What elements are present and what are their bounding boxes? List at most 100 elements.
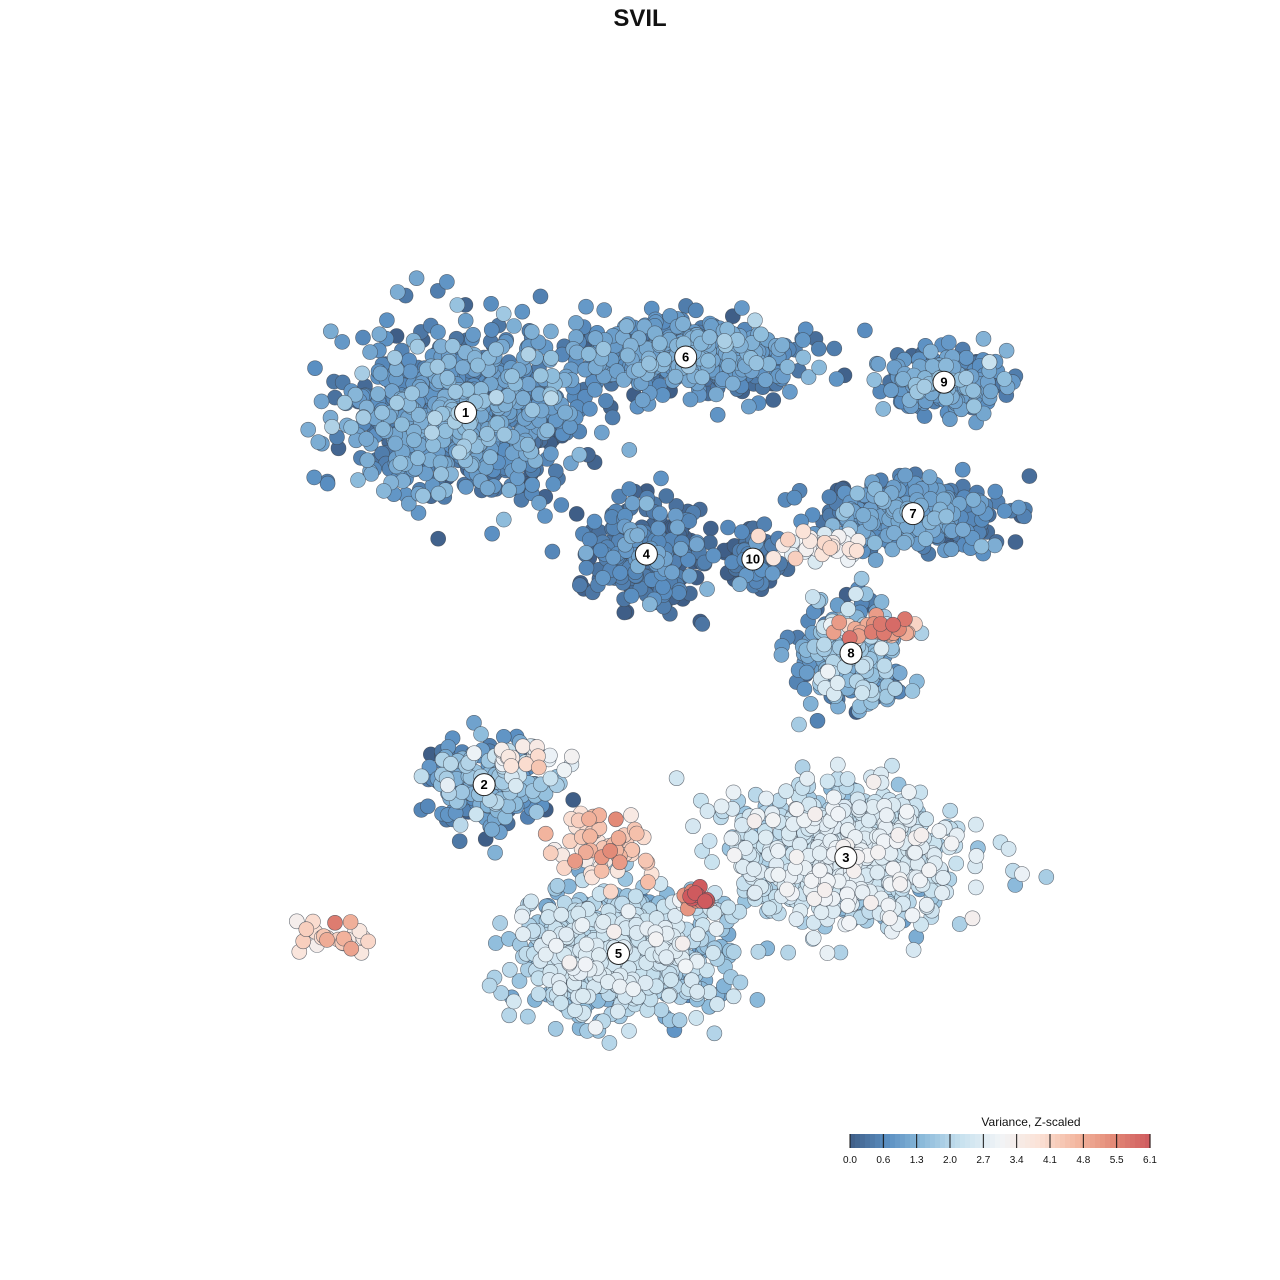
point-cluster-7	[1021, 468, 1038, 484]
legend-color-segment	[935, 1134, 941, 1148]
point-cluster-1	[483, 321, 500, 338]
point-cluster-1	[557, 404, 574, 421]
point-cluster-8	[891, 665, 908, 681]
point-cluster-6	[568, 315, 584, 331]
point-cluster-3	[704, 854, 720, 870]
point-cluster-8	[798, 664, 815, 681]
point-cluster-5	[523, 893, 539, 910]
legend-color-segment	[1130, 1134, 1136, 1148]
point-cluster-7	[987, 483, 1004, 500]
point-cluster-6	[716, 333, 733, 349]
point-cluster-6	[734, 300, 750, 316]
point-hotspot	[608, 811, 624, 828]
point-cluster-8	[873, 640, 890, 657]
point-cluster-5	[606, 923, 622, 940]
point-cluster-3	[726, 847, 743, 863]
point-cluster-5	[720, 899, 737, 916]
legend-color-segment	[885, 1134, 891, 1148]
point-cluster-1	[433, 466, 449, 483]
point-cluster-1	[444, 338, 461, 354]
point-cluster-8	[847, 586, 864, 602]
point-hotspot	[298, 921, 315, 938]
chart-title: SVIL	[613, 5, 666, 32]
point-cluster-1	[543, 323, 559, 340]
point-cluster-6	[866, 372, 883, 388]
legend-color-segment	[1120, 1134, 1126, 1148]
point-cluster-1	[319, 475, 336, 492]
point-cluster-3	[839, 771, 856, 787]
point-cluster-1	[454, 359, 471, 376]
point-cluster-1	[545, 476, 562, 492]
point-cluster-1	[465, 326, 481, 343]
point-cluster-1	[439, 274, 455, 290]
legend-color-segment	[1105, 1134, 1111, 1148]
point-cluster-3	[1038, 869, 1055, 885]
point-cluster-4	[681, 568, 698, 584]
point-cluster-1	[504, 368, 520, 385]
point-cluster-5	[577, 956, 594, 973]
point-cluster-3	[788, 801, 805, 818]
point-cluster-1	[501, 482, 517, 499]
point-hotspot	[593, 863, 610, 879]
legend-color-segment	[1095, 1134, 1101, 1148]
legend-color-segment	[890, 1134, 896, 1148]
point-cluster-4	[612, 564, 629, 581]
point-cluster-3	[913, 827, 930, 843]
point-hotspot	[787, 550, 804, 567]
point-cluster-3	[892, 876, 909, 893]
legend-color-segment	[965, 1134, 971, 1148]
point-cluster-7	[821, 489, 838, 505]
point-cluster-1	[496, 426, 513, 443]
point-cluster-1	[406, 432, 422, 449]
point-cluster-1	[347, 386, 364, 403]
point-cluster-9	[975, 330, 992, 347]
legend-color-segment	[1080, 1134, 1086, 1148]
point-cluster-5	[574, 917, 591, 933]
point-cluster-3	[839, 897, 856, 914]
point-cluster-1	[324, 418, 340, 435]
point-cluster-2	[542, 770, 559, 787]
point-cluster-3	[931, 823, 948, 839]
point-cluster-9	[916, 378, 933, 395]
point-cluster-8	[876, 657, 893, 674]
point-cluster-1	[543, 390, 560, 407]
point-hotspot	[515, 738, 531, 755]
point-cluster-7	[917, 531, 934, 547]
point-cluster-3	[968, 848, 985, 864]
color-legend: Variance, Z-scaled 0.0 0.6 1.3 2.0 2.7 3.4 4.1…	[843, 1115, 1157, 1166]
point-cluster-3	[968, 879, 984, 896]
legend-color-segment	[850, 1134, 856, 1148]
point-cluster-5	[749, 992, 766, 1008]
point-cluster-6	[795, 349, 812, 366]
point-cluster-6	[826, 340, 843, 357]
point-cluster-1	[415, 487, 431, 504]
point-cluster-5	[677, 958, 694, 975]
point-cluster-3	[943, 835, 960, 852]
point-cluster-8	[802, 695, 819, 712]
legend-color-segment	[970, 1134, 976, 1148]
point-cluster-9	[916, 408, 933, 424]
point-cluster-5	[505, 993, 522, 1010]
point-cluster-5	[551, 980, 568, 997]
point-cluster-8	[804, 589, 821, 605]
point-cluster-9	[942, 411, 958, 428]
point-cluster-8	[809, 712, 826, 729]
point-cluster-3	[725, 784, 742, 801]
legend-color-segment	[1050, 1134, 1056, 1148]
point-cluster-5	[725, 944, 742, 960]
point-cluster-3	[770, 843, 787, 859]
legend-color-segment	[1045, 1134, 1051, 1148]
point-cluster-6	[800, 369, 817, 385]
point-cluster-6	[578, 298, 594, 315]
point-cluster-3	[770, 866, 787, 883]
point-cluster-6	[682, 391, 699, 408]
point-cluster-3	[951, 916, 968, 932]
point-cluster-4	[653, 470, 669, 487]
point-hotspot	[628, 825, 645, 842]
legend-color-segment	[990, 1134, 996, 1148]
legend-color-segment	[900, 1134, 906, 1148]
point-cluster-4	[658, 488, 675, 504]
point-cluster-5	[575, 988, 591, 1004]
point-cluster-3	[890, 827, 907, 843]
point-cluster-3	[811, 862, 828, 879]
